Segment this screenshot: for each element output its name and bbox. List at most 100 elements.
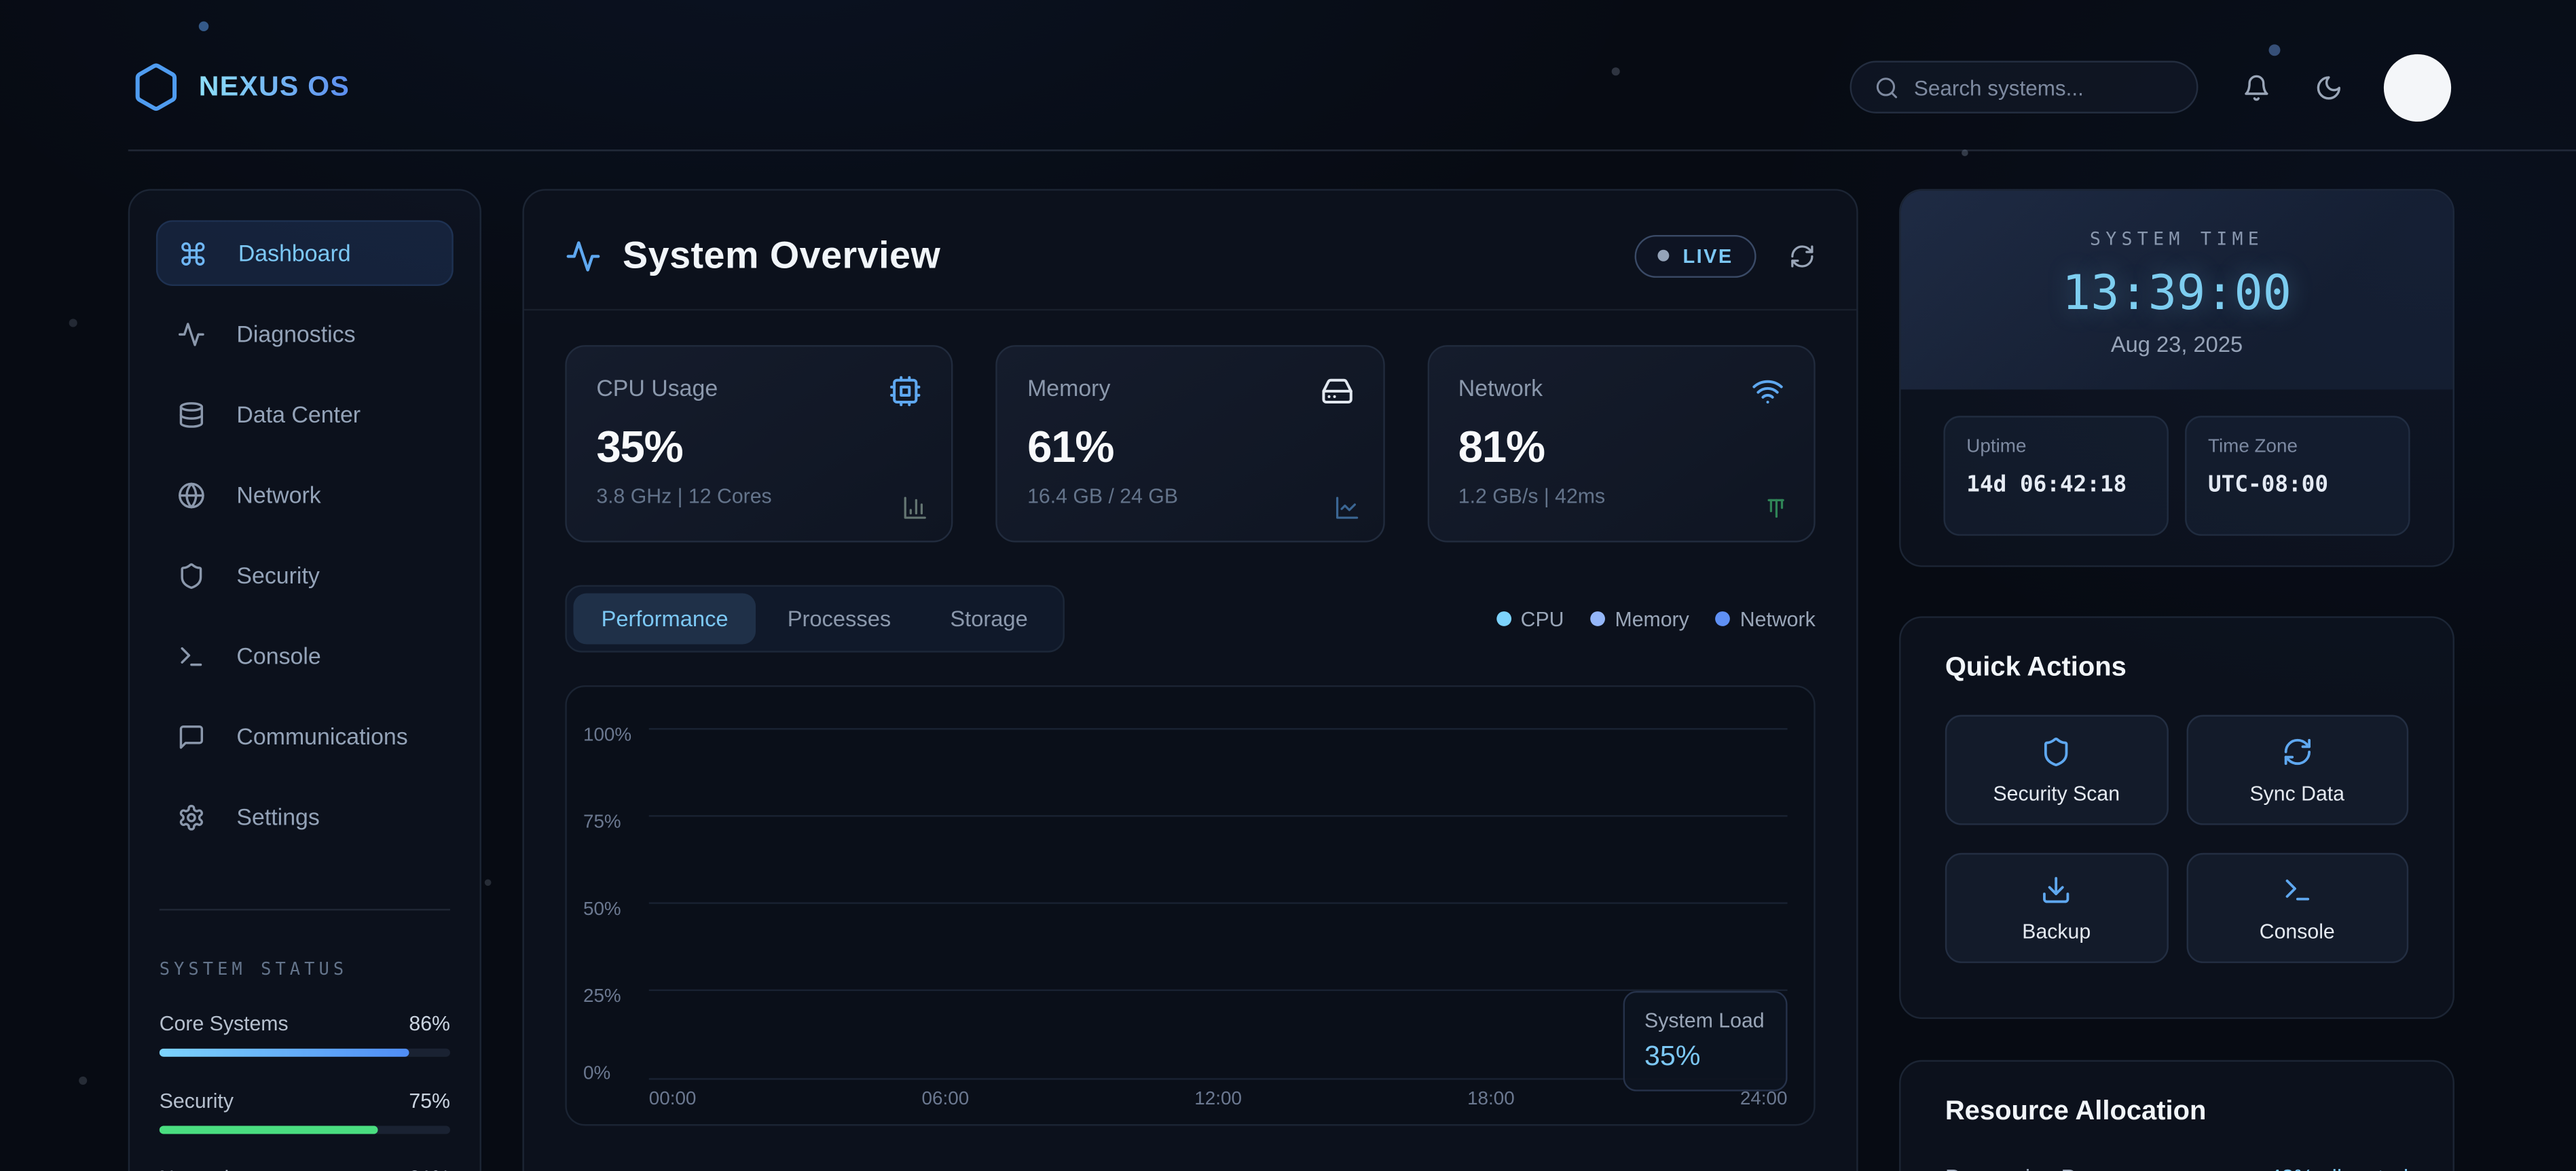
status-row-network: Network 81% [160, 1167, 450, 1171]
database-icon [177, 400, 205, 428]
refresh-icon [2281, 736, 2313, 767]
moon-icon [2315, 73, 2342, 101]
activity-pulse-icon [565, 238, 601, 274]
stat-card-cpu: CPU Usage 35% 3.8 GHz | 12 Cores [565, 345, 954, 543]
status-label: Network [160, 1167, 235, 1171]
stat-value: 35% [596, 422, 683, 472]
sidebar-item-label: Diagnostics [236, 320, 356, 347]
system-time-card: SYSTEM TIME 13:39:00 Aug 23, 2025 Uptime… [1899, 189, 2454, 567]
legend-item-cpu: CPU [1496, 607, 1564, 630]
x-axis-tick: 06:00 [921, 1089, 970, 1110]
header-divider [523, 308, 1857, 311]
terminal-icon [177, 642, 205, 670]
search-bar[interactable] [1850, 60, 2198, 113]
action-label: Sync Data [2249, 781, 2345, 805]
system-time-title: SYSTEM TIME [2089, 228, 2264, 250]
x-axis-tick: 18:00 [1467, 1089, 1515, 1110]
search-icon [1875, 75, 1899, 99]
sync-data-button[interactable]: Sync Data [2186, 715, 2409, 825]
sidebar-item-communications[interactable]: Communications [156, 704, 454, 770]
stat-label: Memory [1027, 374, 1111, 401]
gridline-75 [648, 815, 1788, 817]
security-scan-button[interactable]: Security Scan [1945, 715, 2168, 825]
line-chart-icon [1333, 494, 1360, 521]
sidebar-item-dashboard[interactable]: Dashboard [155, 220, 454, 287]
legend-item-network: Network [1715, 607, 1816, 630]
live-dot-icon [1658, 249, 1670, 262]
user-avatar[interactable] [2383, 53, 2452, 121]
sidebar-item-security[interactable]: Security [156, 542, 454, 608]
y-axis-tick: 100% [583, 725, 632, 746]
notifications-button[interactable] [2243, 73, 2270, 101]
timezone-label: Time Zone [2207, 437, 2298, 457]
uptime-card: Uptime 14d 06:42:18 [1943, 416, 2169, 536]
status-value: 75% [409, 1089, 450, 1113]
time-details: Uptime 14d 06:42:18 Time Zone UTC-08:00 [1901, 389, 2453, 565]
sidebar-item-label: Console [236, 643, 321, 669]
quick-actions-card: Quick Actions Security Scan Sync Data Ba… [1899, 616, 2454, 1020]
system-status-title: SYSTEM STATUS [159, 960, 348, 980]
status-label: Security [159, 1089, 234, 1113]
sidebar-item-network[interactable]: Network [156, 462, 454, 528]
topbar: NEXUS OS [0, 0, 2576, 151]
legend-dot [1496, 611, 1511, 626]
chart-legend: CPU Memory Network [1496, 607, 1816, 630]
sidebar-item-settings[interactable]: Settings [156, 784, 454, 850]
theme-toggle-button[interactable] [2315, 73, 2342, 101]
console-button[interactable]: Console [2186, 852, 2409, 963]
refresh-icon [1789, 242, 1816, 269]
brand-logo[interactable]: NEXUS OS [132, 62, 350, 112]
x-axis-tick: 12:00 [1194, 1089, 1242, 1110]
chart-tooltip: System Load 35% [1623, 991, 1788, 1092]
y-axis-tick: 0% [583, 1064, 611, 1084]
search-input[interactable] [1913, 75, 2174, 100]
activity-icon [177, 320, 205, 348]
action-label: Security Scan [1993, 781, 2120, 805]
quick-actions-grid: Security Scan Sync Data Backup Console [1945, 715, 2409, 963]
tab-processes[interactable]: Processes [760, 593, 919, 644]
command-icon [179, 239, 207, 267]
right-column: SYSTEM TIME 13:39:00 Aug 23, 2025 Uptime… [1899, 189, 2454, 1171]
status-value: 86% [409, 1012, 450, 1036]
stat-detail: 1.2 GB/s | 42ms [1458, 484, 1606, 508]
system-overview-panel: System Overview LIVE [522, 189, 1858, 1171]
uptime-label: Uptime [1966, 437, 2027, 457]
progress-fill [159, 1125, 378, 1134]
timezone-card: Time Zone UTC-08:00 [2185, 416, 2410, 536]
status-row-core-systems: Core Systems 86% [159, 1012, 450, 1057]
sidebar-item-label: Data Center [236, 401, 361, 428]
y-axis-tick: 25% [583, 987, 621, 1007]
x-axis: 00:00 06:00 12:00 18:00 24:00 [649, 1089, 1788, 1109]
tabs-row: Performance Processes Storage CPU Memory… [565, 585, 1816, 653]
bell-icon [2243, 73, 2270, 101]
cpu-icon [889, 375, 922, 408]
sidebar-item-label: Communications [236, 723, 408, 750]
progress-track [159, 1125, 450, 1134]
brand-name: NEXUS OS [199, 71, 350, 103]
tab-performance[interactable]: Performance [573, 593, 756, 645]
sidebar-item-console[interactable]: Console [156, 623, 454, 689]
sidebar-item-label: Settings [236, 804, 320, 830]
live-label: LIVE [1682, 244, 1733, 268]
stat-value: 81% [1458, 422, 1545, 472]
status-label: Core Systems [159, 1012, 289, 1036]
quick-actions-title: Quick Actions [1945, 652, 2127, 683]
sidebar-item-diagnostics[interactable]: Diagnostics [156, 301, 454, 367]
stat-card-memory: Memory 61% 16.4 GB / 24 GB [996, 345, 1384, 543]
refresh-button[interactable] [1789, 242, 1816, 269]
clock-section: SYSTEM TIME 13:39:00 Aug 23, 2025 [1900, 190, 2453, 390]
resource-value: 42% allocated [2269, 1166, 2408, 1171]
tab-storage[interactable]: Storage [922, 593, 1056, 644]
sidebar-item-data-center[interactable]: Data Center [156, 381, 454, 447]
action-label: Console [2259, 919, 2335, 943]
stat-card-network: Network 81% 1.2 GB/s | 42ms [1427, 345, 1816, 543]
message-square-icon [177, 722, 205, 750]
legend-label: Memory [1615, 607, 1689, 630]
main-header: System Overview LIVE [565, 234, 1815, 278]
shield-icon [177, 561, 205, 589]
backup-button[interactable]: Backup [1945, 852, 2168, 963]
stat-label: Network [1458, 374, 1543, 401]
stat-label: CPU Usage [596, 374, 718, 401]
terminal-icon [2281, 873, 2313, 905]
download-icon [2041, 873, 2072, 905]
